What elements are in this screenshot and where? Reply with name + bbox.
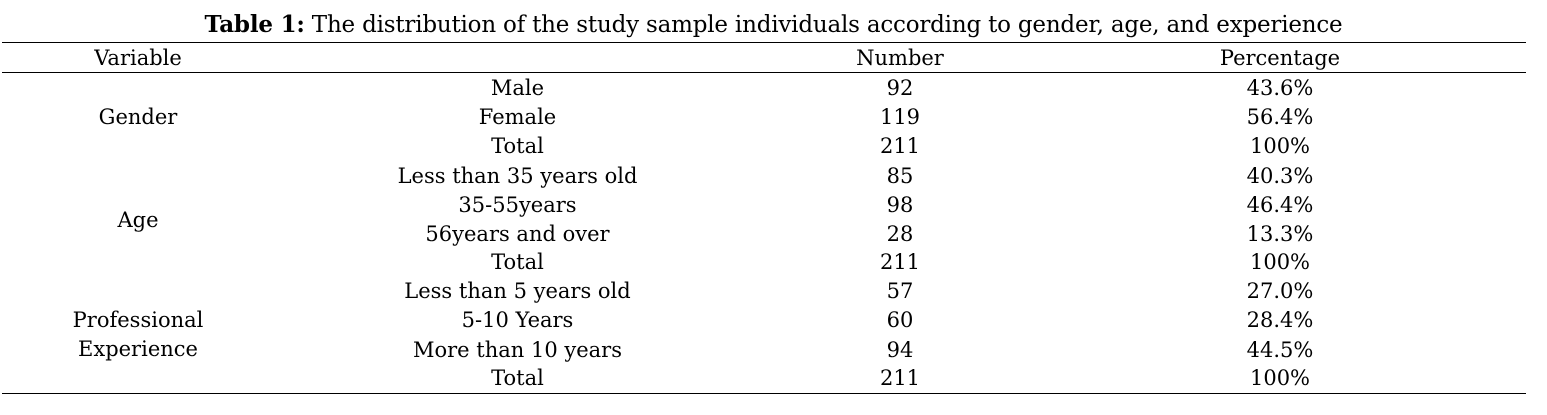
variable-line: Professional	[72, 308, 204, 332]
row-percentage: 44.5%	[1246, 338, 1314, 362]
row-percentage: 13.3%	[1246, 222, 1314, 246]
table-bottom-rule	[2, 393, 1526, 394]
row-percentage: 56.4%	[1246, 105, 1314, 129]
header-percentage: Percentage	[1219, 46, 1341, 70]
caption-label: Table 1:	[204, 11, 305, 38]
table-top-rule	[2, 42, 1526, 43]
row-percentage: 100%	[1249, 134, 1311, 158]
row-category: Total	[491, 134, 544, 158]
row-number: 211	[879, 250, 921, 274]
row-number: 119	[879, 105, 921, 129]
table-header-rule	[2, 72, 1526, 73]
row-number: 211	[879, 366, 921, 390]
row-number: 57	[886, 279, 914, 303]
row-category: Total	[491, 366, 544, 390]
row-category: Female	[478, 105, 557, 129]
header-variable: Variable	[94, 46, 182, 70]
row-number: 94	[886, 338, 914, 362]
variable-age: Age	[117, 208, 159, 232]
row-category: More than 10 years	[413, 338, 622, 362]
row-number: 60	[886, 308, 914, 332]
row-percentage: 28.4%	[1246, 308, 1314, 332]
row-category: Less than 5 years old	[404, 279, 631, 303]
row-percentage: 46.4%	[1246, 193, 1314, 217]
row-number: 98	[886, 193, 914, 217]
variable-professional-experience: Professional Experience	[18, 306, 258, 364]
row-percentage: 40.3%	[1246, 164, 1314, 188]
row-percentage: 100%	[1249, 366, 1311, 390]
caption-text: The distribution of the study sample ind…	[304, 12, 1343, 38]
row-number: 85	[886, 164, 914, 188]
row-percentage: 43.6%	[1246, 76, 1314, 100]
row-category: Less than 35 years old	[397, 164, 638, 188]
row-number: 92	[886, 76, 914, 100]
variable-gender: Gender	[98, 105, 178, 129]
row-category: Total	[491, 250, 544, 274]
table-caption: Table 1: The distribution of the study s…	[0, 10, 1547, 40]
header-number: Number	[856, 46, 944, 70]
row-percentage: 27.0%	[1246, 279, 1314, 303]
row-category: 35-55years	[458, 193, 577, 217]
variable-line: Experience	[78, 337, 198, 361]
row-percentage: 100%	[1249, 250, 1311, 274]
row-number: 28	[886, 222, 914, 246]
row-category: 56years and over	[425, 222, 610, 246]
row-category: 5-10 Years	[461, 308, 574, 332]
row-category: Male	[490, 76, 545, 100]
row-number: 211	[879, 134, 921, 158]
